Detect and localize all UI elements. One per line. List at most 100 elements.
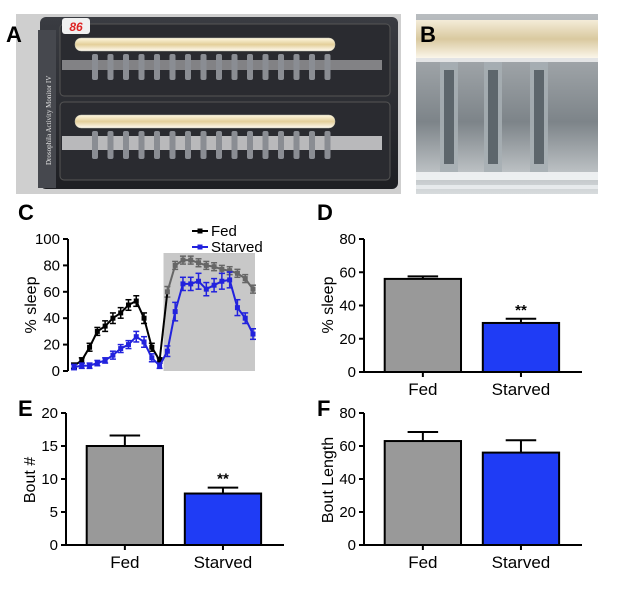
slot-lower (200, 131, 207, 159)
legend-label: Starved (211, 239, 263, 256)
data-point (125, 342, 131, 348)
data-point (250, 286, 256, 292)
slot-lower (169, 131, 176, 159)
panel-label-d: D (317, 200, 333, 225)
y-axis-label: % sleep (320, 276, 337, 333)
series-segment (174, 283, 184, 312)
data-point (133, 298, 139, 304)
series-segment (135, 300, 145, 319)
slot-upper (262, 54, 269, 80)
data-point (250, 331, 256, 337)
slot-upper (309, 54, 315, 80)
slot-lower (92, 131, 98, 159)
data-point (196, 278, 202, 284)
series-segment (143, 341, 153, 359)
slot-lower (293, 131, 300, 159)
slot-upper (154, 54, 160, 80)
y-tick-label: 40 (339, 471, 356, 488)
y-tick-label: 60 (43, 284, 60, 301)
data-point (164, 348, 170, 354)
y-tick-label: 20 (339, 331, 356, 348)
data-point (87, 344, 93, 350)
monitor-number: 86 (69, 20, 83, 34)
y-axis-label: Bout Length (320, 437, 337, 523)
data-point (94, 328, 100, 334)
legend-label: Fed (211, 223, 237, 240)
slot-lower (247, 131, 253, 159)
tube-holders (440, 62, 548, 172)
slot-upper (92, 54, 98, 80)
chart-d-percent-sleep: 0 20 40 60 80 % sleep Fed Starved ** (320, 231, 582, 399)
panel-label-f: F (317, 396, 330, 421)
slot-upper (247, 54, 253, 80)
chart-e-bout-number: 0 5 10 15 20 Bout # Fed Starved ** (22, 405, 284, 572)
y-tick-label: 20 (43, 337, 60, 354)
x-category-label: Fed (110, 553, 139, 572)
data-point (71, 364, 77, 370)
data-point (211, 264, 217, 270)
data-point (234, 270, 240, 276)
significance-marker: ** (217, 471, 229, 488)
slot-lower (231, 131, 238, 159)
slot-upper (107, 54, 114, 80)
data-point (172, 262, 178, 268)
data-point (133, 334, 139, 340)
slot-lower (123, 131, 129, 159)
x-category-label: Starved (194, 553, 253, 572)
y-tick-label: 0 (348, 364, 356, 381)
data-point (219, 266, 225, 272)
data-point (172, 309, 178, 315)
slot-upper (278, 54, 284, 80)
data-point (149, 344, 155, 350)
data-point (180, 281, 186, 287)
data-point (242, 276, 248, 282)
x-category-label: Starved (492, 553, 551, 572)
data-point (102, 323, 108, 329)
y-tick-label: 20 (339, 504, 356, 521)
data-point (227, 277, 233, 283)
slot-upper (138, 54, 145, 80)
data-point (219, 278, 225, 284)
data-point (118, 346, 124, 352)
series-segment (244, 317, 254, 335)
data-point (141, 315, 147, 321)
slot-upper (200, 54, 207, 80)
data-point (242, 315, 248, 321)
bar-fed (383, 440, 463, 546)
data-point (196, 260, 202, 266)
y-tick-label: 20 (41, 405, 58, 422)
slot-lower (154, 131, 160, 159)
x-category-label: Starved (492, 380, 551, 399)
y-tick-label: 100 (35, 231, 60, 248)
data-point (188, 257, 194, 263)
data-point (102, 357, 108, 363)
data-point (110, 315, 116, 321)
series-segment (158, 291, 169, 361)
series-segment (166, 265, 177, 293)
bar-fed (383, 277, 463, 373)
data-point (118, 310, 124, 316)
data-point (87, 363, 93, 369)
bar-starved (183, 492, 263, 546)
series-segment (88, 330, 99, 348)
y-tick-label: 80 (43, 257, 60, 274)
data-point (157, 363, 163, 369)
slot-lower (107, 131, 114, 159)
data-point (94, 360, 100, 366)
series-segment (166, 311, 177, 352)
slot-lower (185, 131, 191, 159)
data-point (203, 262, 209, 268)
slot-lower (309, 131, 315, 159)
series-fed (71, 255, 256, 370)
data-point (141, 339, 147, 345)
data-point (110, 352, 116, 358)
y-tick-label: 80 (339, 405, 356, 422)
data-point (211, 282, 217, 288)
bar-fed (85, 445, 165, 546)
x-category-label: Fed (408, 380, 437, 399)
slot-lower (216, 131, 222, 159)
slot-upper (231, 54, 238, 80)
